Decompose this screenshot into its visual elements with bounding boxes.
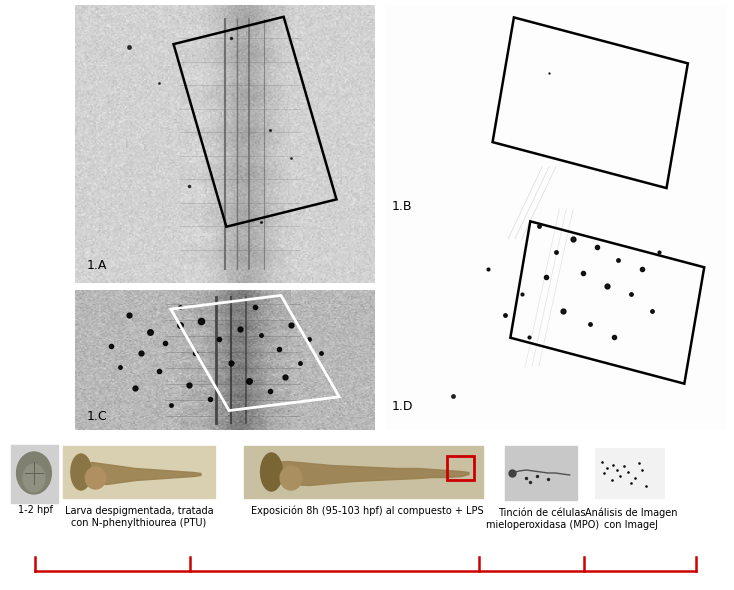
Ellipse shape bbox=[85, 467, 106, 489]
Text: 1.A: 1.A bbox=[87, 259, 107, 272]
Text: Larva despigmentada, tratada
con N-phenylthiourea (PTU): Larva despigmentada, tratada con N-pheny… bbox=[65, 506, 214, 527]
Text: 1-2 hpf: 1-2 hpf bbox=[18, 505, 53, 515]
Text: 1.D: 1.D bbox=[392, 400, 413, 413]
Ellipse shape bbox=[17, 452, 51, 494]
Bar bbox=[595, 448, 664, 498]
Bar bbox=[171, 296, 339, 411]
Bar bbox=[504, 446, 577, 500]
Text: 1.B: 1.B bbox=[392, 200, 413, 213]
Bar bbox=[510, 221, 704, 384]
Bar bbox=[11, 445, 58, 503]
Text: Análisis de Imagen
con ImageJ: Análisis de Imagen con ImageJ bbox=[585, 508, 677, 530]
Bar bbox=[493, 18, 688, 188]
Ellipse shape bbox=[261, 453, 283, 491]
Bar bbox=[447, 456, 474, 480]
Text: Tinción de células
mieloperoxidasa (MPO): Tinción de células mieloperoxidasa (MPO) bbox=[486, 508, 599, 530]
Bar bbox=[244, 446, 483, 498]
Bar bbox=[63, 446, 215, 498]
Text: 1.C: 1.C bbox=[87, 410, 108, 423]
Ellipse shape bbox=[23, 464, 45, 492]
Text: Exposición 8h (95-103 hpf) al compuesto + LPS: Exposición 8h (95-103 hpf) al compuesto … bbox=[251, 505, 483, 516]
Bar bbox=[173, 17, 336, 227]
Ellipse shape bbox=[71, 454, 91, 490]
Ellipse shape bbox=[280, 466, 302, 490]
